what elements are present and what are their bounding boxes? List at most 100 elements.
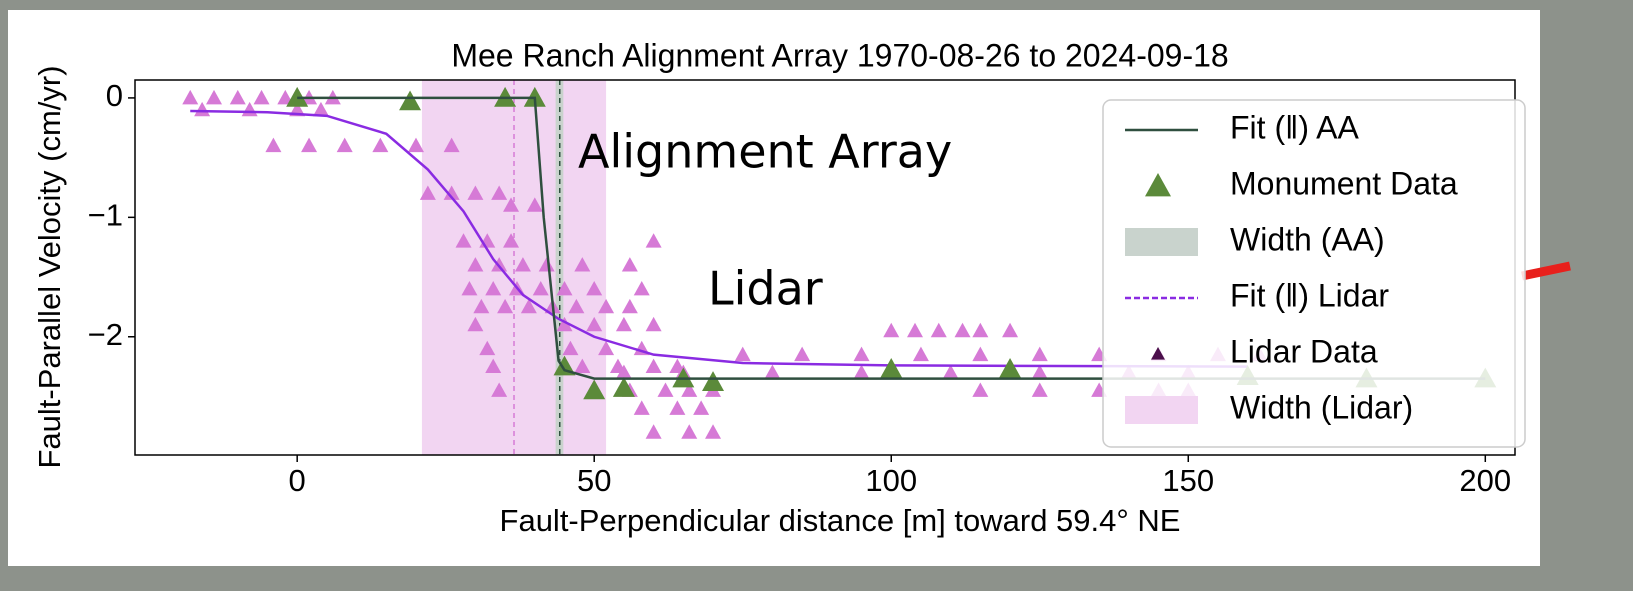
data-point (336, 137, 353, 153)
data-point (1002, 322, 1019, 338)
data-point (972, 322, 989, 338)
data-point (1031, 364, 1048, 379)
data-point (681, 424, 698, 439)
data-point (681, 382, 698, 397)
data-point (930, 322, 947, 338)
data-point (491, 185, 508, 200)
data-point (853, 346, 870, 362)
data-point (407, 137, 424, 153)
data-point (301, 137, 318, 153)
data-point (645, 316, 662, 332)
data-point (532, 280, 549, 296)
data-point (574, 257, 591, 272)
fit-line (190, 109, 1248, 368)
data-point (419, 185, 436, 200)
annotation: Alignment Array (578, 125, 952, 179)
data-point (621, 257, 638, 272)
data-point (734, 346, 751, 362)
data-point (853, 364, 870, 379)
data-point (586, 316, 603, 332)
data-point (443, 185, 460, 200)
y-tick-label: −2 (88, 317, 123, 352)
data-point (485, 280, 502, 296)
data-point (372, 137, 389, 153)
data-point (645, 424, 662, 439)
data-point (598, 340, 615, 356)
data-point (503, 197, 520, 212)
data-point (583, 379, 606, 400)
data-point (182, 89, 199, 105)
legend-swatch (1125, 396, 1198, 424)
x-tick-label: 200 (1459, 463, 1511, 498)
data-point (491, 257, 508, 272)
data-point (954, 322, 971, 338)
data-point (972, 346, 989, 362)
data-point (1031, 346, 1048, 362)
red-arrow (1521, 261, 1571, 281)
legend-label: Fit (‖) Lidar (1230, 277, 1389, 313)
data-point (538, 257, 555, 272)
data-point (972, 382, 989, 397)
data-point (399, 90, 422, 111)
x-tick-label: 0 (289, 463, 306, 498)
data-point (633, 400, 650, 415)
data-point (503, 233, 520, 248)
data-point (633, 280, 650, 296)
x-axis-label: Fault-Perpendicular distance [m] toward … (500, 503, 1181, 538)
data-point (277, 89, 294, 105)
data-point (194, 101, 211, 117)
data-point (612, 377, 635, 397)
data-point (883, 322, 900, 338)
data-point (568, 298, 585, 314)
data-point (912, 346, 929, 362)
legend-swatch (1145, 173, 1171, 197)
x-tick-label: 150 (1162, 463, 1214, 498)
data-point (574, 358, 591, 374)
data-point (526, 197, 543, 212)
data-point (764, 364, 781, 379)
data-point (645, 233, 662, 248)
data-point (556, 316, 573, 332)
annotation: Lidar (708, 262, 823, 316)
data-point (461, 280, 478, 296)
legend-box (1102, 99, 1526, 448)
legend-label: Fit (‖) AA (1230, 109, 1359, 145)
data-point (253, 89, 270, 105)
fit-line (297, 96, 1486, 380)
data-point (1031, 382, 1048, 397)
data-point (467, 257, 484, 272)
y-tick-label: 0 (106, 78, 123, 113)
data-point (497, 298, 514, 314)
legend-label: Width (AA) (1230, 221, 1385, 257)
data-point (265, 137, 282, 153)
data-point (693, 400, 710, 415)
data-point (598, 298, 615, 314)
data-point (229, 89, 246, 105)
data-point (794, 346, 811, 362)
legend-label: Width (Lidar) (1230, 389, 1413, 425)
data-point (443, 137, 460, 153)
data-point (999, 358, 1022, 378)
data-point (455, 233, 472, 248)
data-point (514, 257, 531, 272)
data-point (473, 298, 490, 314)
data-point (615, 364, 632, 379)
x-tick-label: 100 (865, 463, 917, 498)
data-point (669, 400, 686, 415)
data-point (657, 382, 674, 397)
data-point (206, 89, 223, 105)
data-point (520, 298, 537, 314)
data-point (479, 340, 496, 356)
data-point (586, 280, 603, 296)
chart: 0 50 100 150 200 0 −1 −2 Alignment Array Lidar Fit… (88, 78, 1526, 498)
data-point (562, 340, 579, 356)
width-band (555, 80, 564, 455)
data-point (485, 358, 502, 374)
legend-label: Monument Data (1230, 165, 1458, 201)
data-point (312, 101, 329, 117)
legend-swatch (1151, 347, 1165, 360)
data-point (880, 358, 903, 378)
data-point (467, 185, 484, 200)
data-point (615, 316, 632, 332)
